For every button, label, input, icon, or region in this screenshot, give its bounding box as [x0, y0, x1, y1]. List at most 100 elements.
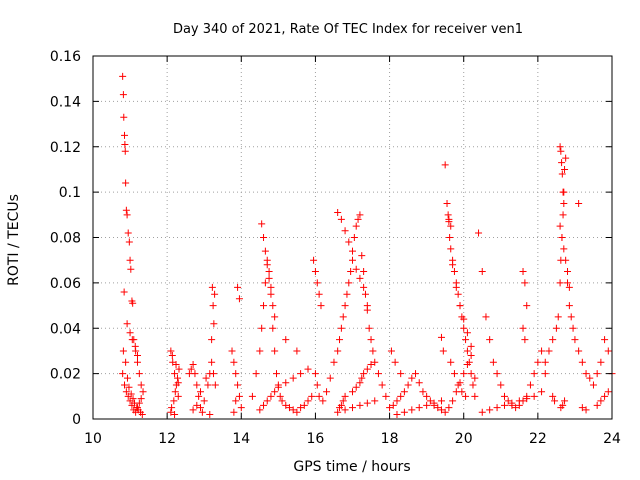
data-point	[258, 324, 266, 332]
data-point	[230, 358, 238, 366]
data-point	[454, 290, 462, 298]
data-point	[391, 358, 399, 366]
data-point	[523, 395, 531, 403]
data-point	[447, 222, 455, 230]
data-point	[374, 370, 382, 378]
data-point	[122, 358, 130, 366]
data-point	[397, 392, 405, 400]
data-point	[341, 302, 349, 310]
data-point	[575, 199, 583, 207]
data-point	[237, 404, 245, 412]
data-point	[569, 324, 577, 332]
data-point	[129, 395, 137, 403]
data-point	[552, 324, 560, 332]
data-point	[444, 211, 452, 219]
data-point	[126, 329, 134, 337]
data-point	[260, 302, 268, 310]
data-point	[449, 261, 457, 269]
data-point	[578, 358, 586, 366]
data-point	[121, 147, 129, 155]
data-point	[447, 245, 455, 253]
data-point	[463, 329, 471, 337]
data-point	[565, 283, 573, 291]
data-point	[124, 229, 132, 237]
data-point	[341, 227, 349, 235]
data-point	[538, 347, 546, 355]
data-point	[304, 397, 312, 405]
data-point	[382, 392, 390, 400]
data-point	[135, 370, 143, 378]
data-point	[235, 392, 243, 400]
data-point	[571, 336, 579, 344]
data-point	[263, 261, 271, 269]
data-point	[139, 388, 147, 396]
data-point	[311, 268, 319, 276]
data-point	[361, 290, 369, 298]
data-point	[437, 333, 445, 341]
data-point	[389, 401, 397, 409]
data-point	[482, 313, 490, 321]
data-point	[313, 279, 321, 287]
data-point	[206, 410, 214, 418]
data-point	[261, 279, 269, 287]
y-tick-label: 0.02	[50, 367, 81, 383]
data-point	[471, 374, 479, 382]
x-tick-label: 14	[232, 431, 250, 447]
data-point	[208, 283, 216, 291]
chart-title: Day 340 of 2021, Rate Of TEC Index for r…	[173, 22, 523, 37]
data-point	[334, 408, 342, 416]
data-point	[419, 388, 427, 396]
data-point	[551, 397, 559, 405]
data-point	[437, 406, 445, 414]
data-point	[122, 388, 130, 396]
data-point	[582, 370, 590, 378]
data-point	[597, 358, 605, 366]
data-point	[423, 392, 431, 400]
data-point	[125, 238, 133, 246]
y-axis-label: ROTI / TECUs	[6, 194, 22, 286]
data-point	[601, 392, 609, 400]
data-point	[119, 72, 127, 80]
data-point	[515, 397, 523, 405]
data-point	[122, 206, 130, 214]
data-point	[293, 408, 301, 416]
data-point	[526, 381, 534, 389]
y-tick-label: 0.1	[59, 185, 81, 201]
data-point	[349, 256, 356, 264]
data-point	[198, 408, 206, 416]
data-point	[386, 404, 394, 412]
data-point	[326, 374, 334, 382]
data-point	[174, 379, 182, 387]
data-point	[204, 381, 212, 389]
data-point	[434, 404, 442, 412]
data-point	[452, 283, 460, 291]
data-point	[167, 408, 175, 416]
data-point	[297, 370, 305, 378]
data-point	[559, 211, 567, 219]
data-point	[315, 392, 323, 400]
data-point	[378, 381, 386, 389]
data-point	[125, 383, 133, 391]
data-point	[341, 406, 349, 414]
data-point	[371, 358, 379, 366]
data-point	[209, 302, 217, 310]
data-point	[404, 381, 412, 389]
data-point	[330, 358, 338, 366]
data-point	[493, 404, 501, 412]
data-point	[589, 381, 597, 389]
data-point	[454, 381, 462, 389]
data-point	[339, 397, 347, 405]
data-point	[311, 370, 319, 378]
data-point	[120, 113, 128, 121]
data-point	[263, 397, 271, 405]
data-point	[564, 268, 572, 276]
data-point	[228, 347, 236, 355]
data-point	[256, 347, 264, 355]
data-point	[449, 397, 457, 405]
data-point	[500, 392, 508, 400]
data-point	[356, 274, 364, 282]
data-point	[274, 383, 282, 391]
data-point	[554, 313, 562, 321]
data-point	[138, 410, 146, 418]
data-point	[437, 397, 445, 405]
